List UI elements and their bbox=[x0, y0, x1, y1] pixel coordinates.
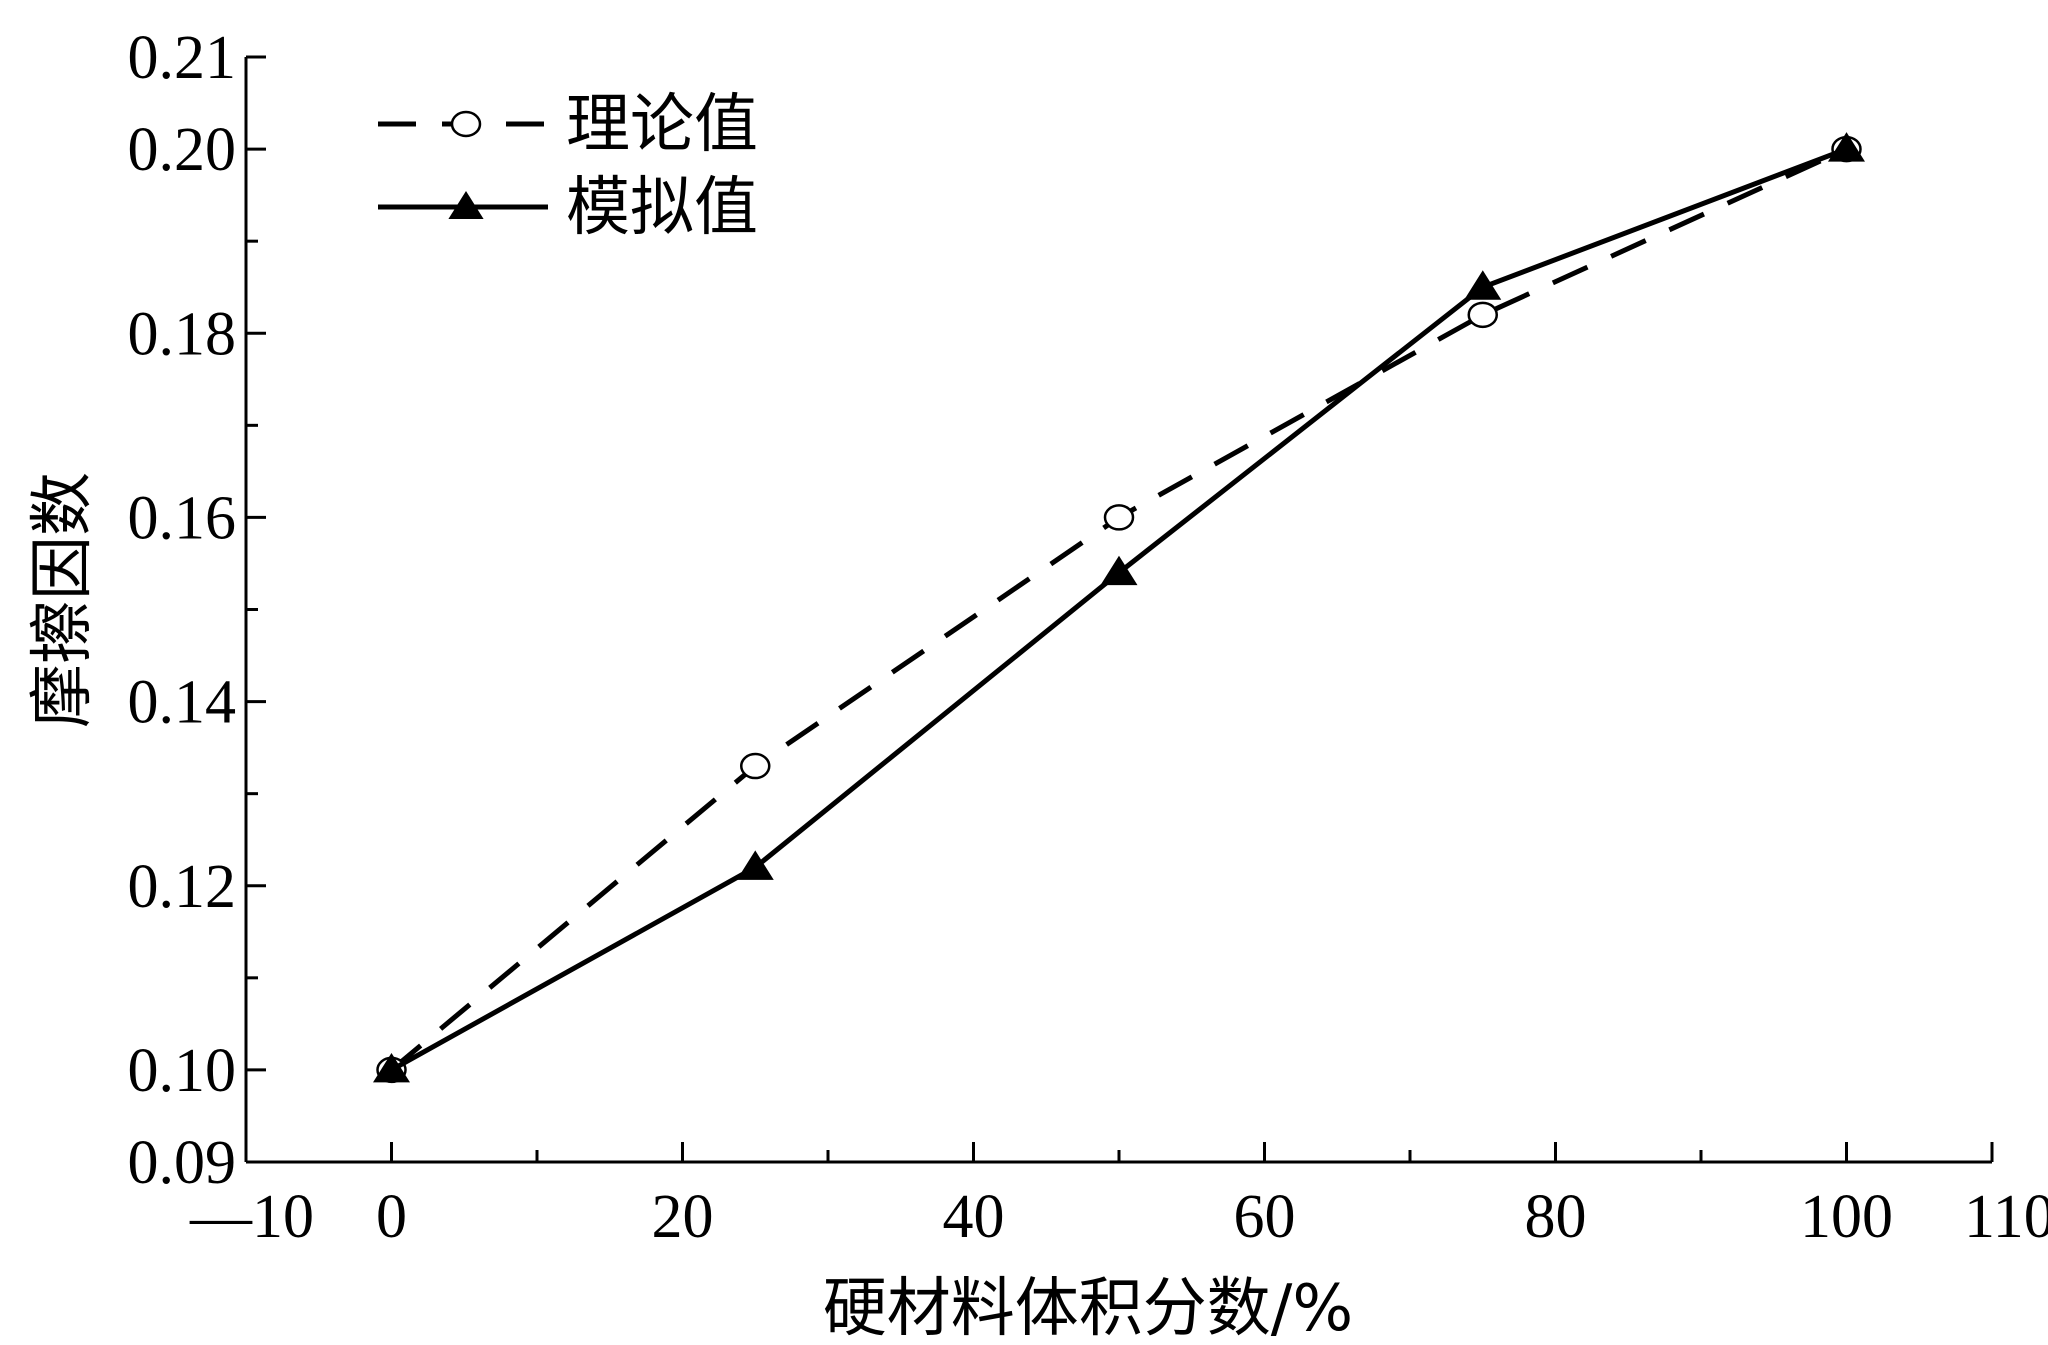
axes bbox=[244, 57, 1992, 1164]
x-tick-label: 80 bbox=[1525, 1183, 1587, 1251]
series-1 bbox=[376, 135, 1862, 1084]
data-point bbox=[372, 1052, 411, 1083]
legend-item: 模拟值 bbox=[378, 171, 758, 245]
series-line bbox=[390, 146, 1848, 1073]
x-tick-label: 110 bbox=[1964, 1183, 2048, 1251]
x-tick-label: 60 bbox=[1234, 1183, 1296, 1251]
legend-label: 理论值 bbox=[566, 88, 758, 162]
x-axis-title: 硬材料体积分数/% bbox=[823, 1272, 1353, 1345]
y-tick-label: 0.16 bbox=[128, 484, 237, 552]
legend-marker bbox=[448, 191, 484, 219]
y-axis-title: 摩擦因数 bbox=[26, 472, 100, 728]
legend-item: 理论值 bbox=[378, 88, 758, 162]
data-point bbox=[1467, 301, 1498, 329]
data-point bbox=[740, 752, 771, 780]
x-tick-label: 100 bbox=[1800, 1183, 1893, 1251]
y-tick-label: 0.21 bbox=[128, 24, 237, 92]
data-point bbox=[1827, 132, 1866, 162]
series-layer bbox=[372, 132, 1866, 1084]
x-tick-label: 20 bbox=[652, 1183, 714, 1251]
y-tick-label: 0.18 bbox=[128, 300, 237, 368]
x-tick-label: 40 bbox=[943, 1183, 1005, 1251]
y-tick-label: 0.20 bbox=[128, 116, 237, 184]
data-point bbox=[1100, 555, 1138, 586]
y-tick-label: 0.12 bbox=[128, 853, 237, 921]
x-tick-label: —10 bbox=[189, 1183, 314, 1251]
legend-label: 模拟值 bbox=[566, 171, 758, 245]
data-point bbox=[1464, 270, 1502, 300]
series-line bbox=[389, 146, 1848, 1072]
y-tick-label: 0.14 bbox=[128, 669, 237, 737]
legend-marker bbox=[450, 110, 482, 138]
x-tick-label: 0 bbox=[376, 1183, 407, 1251]
data-point bbox=[1103, 504, 1135, 531]
y-tick-label: 0.09 bbox=[128, 1129, 237, 1197]
y-tick-label: 0.10 bbox=[128, 1037, 237, 1105]
series-2 bbox=[372, 132, 1866, 1083]
ticks: 0.09 0.10 0.12 0.14 0.16 0.18 0.20 0.21 —10 0 20 40… bbox=[128, 24, 2048, 1251]
data-point bbox=[736, 850, 774, 880]
